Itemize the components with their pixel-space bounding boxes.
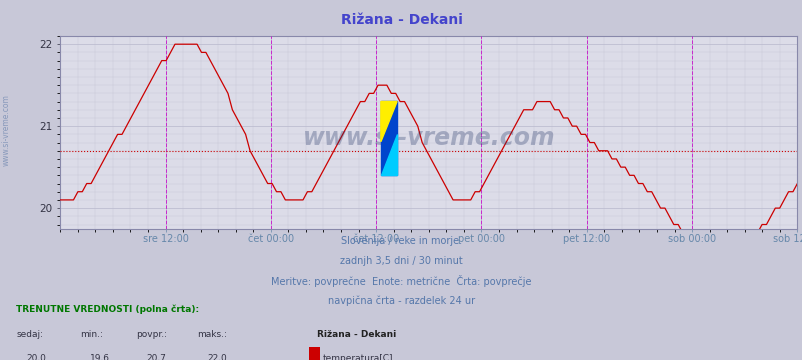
Text: maks.:: maks.: <box>196 330 226 339</box>
Text: www.si-vreme.com: www.si-vreme.com <box>302 126 554 150</box>
Text: 19,6: 19,6 <box>91 354 110 360</box>
Text: www.si-vreme.com: www.si-vreme.com <box>2 94 11 166</box>
Text: Rižana - Dekani: Rižana - Dekani <box>317 330 396 339</box>
Text: Rižana - Dekani: Rižana - Dekani <box>340 13 462 27</box>
Text: 20,0: 20,0 <box>26 354 46 360</box>
Text: Meritve: povprečne  Enote: metrične  Črta: povprečje: Meritve: povprečne Enote: metrične Črta:… <box>271 275 531 287</box>
Text: 22,0: 22,0 <box>207 354 226 360</box>
Text: TRENUTNE VREDNOSTI (polna črta):: TRENUTNE VREDNOSTI (polna črta): <box>16 304 199 314</box>
Text: sedaj:: sedaj: <box>16 330 43 339</box>
Text: min.:: min.: <box>80 330 103 339</box>
Polygon shape <box>380 102 397 142</box>
Text: Slovenija / reke in morje.: Slovenija / reke in morje. <box>341 236 461 246</box>
Text: povpr.:: povpr.: <box>136 330 168 339</box>
Text: zadnjh 3,5 dni / 30 minut: zadnjh 3,5 dni / 30 minut <box>340 256 462 266</box>
Bar <box>380 102 397 175</box>
Text: temperatura[C]: temperatura[C] <box>322 354 393 360</box>
Text: 20,7: 20,7 <box>147 354 166 360</box>
Text: navpična črta - razdelek 24 ur: navpična črta - razdelek 24 ur <box>327 295 475 306</box>
Polygon shape <box>380 134 397 175</box>
